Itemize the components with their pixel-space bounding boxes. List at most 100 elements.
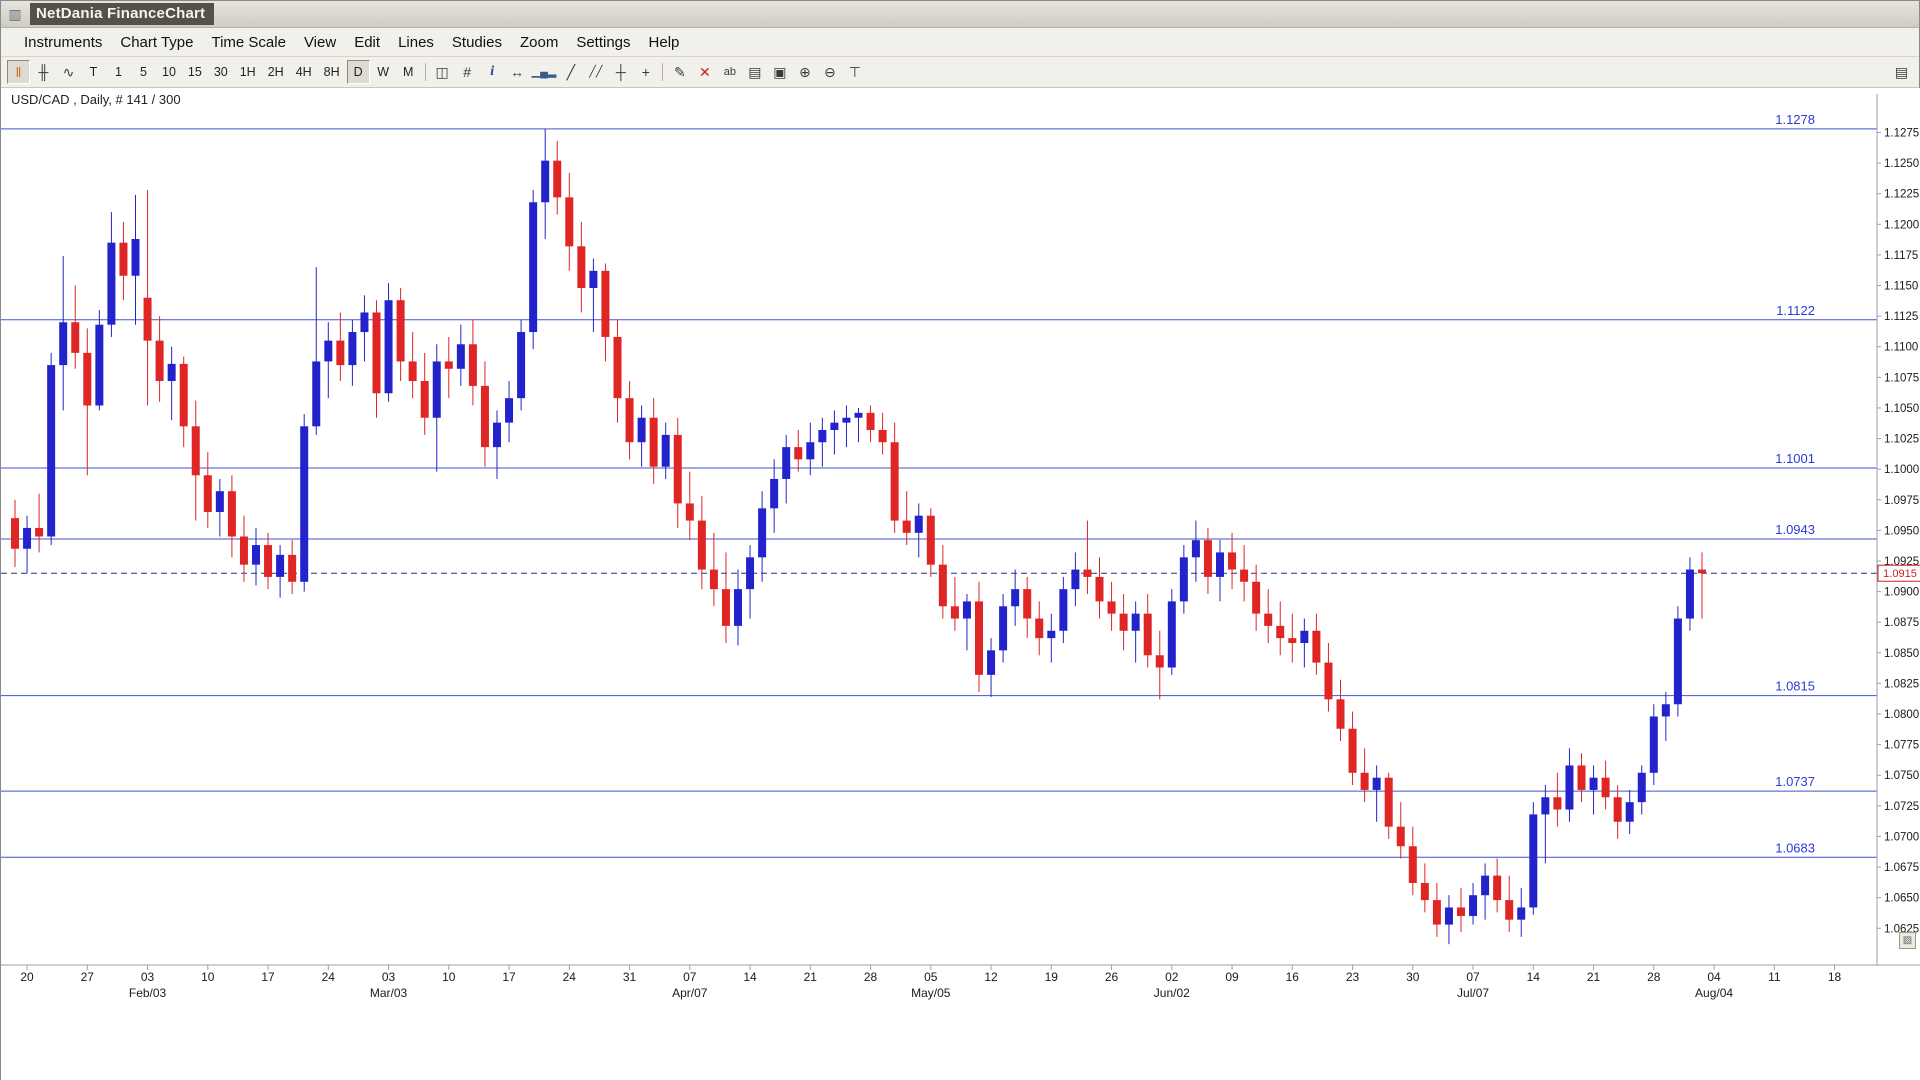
candle-body	[276, 554, 285, 577]
candle-body	[95, 324, 104, 406]
candle-body	[1420, 882, 1429, 901]
candle-body	[1228, 552, 1237, 570]
menu-chart-type[interactable]: Chart Type	[120, 33, 194, 51]
price-tick-label: 1.0800	[1884, 709, 1919, 721]
axis-scale-icon[interactable]: ⊤	[848, 64, 861, 80]
candle-body	[1444, 907, 1453, 925]
candle-body	[854, 412, 863, 418]
price-tick-label: 1.1025	[1884, 434, 1919, 446]
candle-body	[1011, 589, 1020, 607]
menu-zoom[interactable]: Zoom	[519, 33, 559, 51]
timeframe-1h[interactable]: 1H	[239, 64, 256, 79]
candle-body	[143, 297, 152, 341]
corner-logo-icon[interactable]: ▨	[1899, 932, 1916, 949]
volume-icon[interactable]: ▁▄▂	[531, 65, 557, 78]
candle-body	[227, 491, 236, 537]
candle-body	[1625, 802, 1634, 822]
candle-body	[637, 417, 646, 443]
candle-body	[408, 361, 417, 382]
candle-body	[312, 361, 321, 427]
price-tick-label: 1.0825	[1884, 678, 1919, 690]
text-note-icon[interactable]: ab	[723, 65, 736, 78]
timeframe-5min[interactable]: 5	[140, 64, 147, 79]
delete-drawings-icon[interactable]: ✕	[699, 64, 711, 80]
crosshair-icon[interactable]: +	[641, 64, 650, 80]
line-style-icon[interactable]: ∿	[62, 64, 75, 80]
level-lines[interactable]: 1.1278 1.1122 1.1001 1.0943 1.0815 1.0737 1.06…	[1, 112, 1877, 858]
timeframe-daily[interactable]: D	[346, 60, 370, 84]
candle-body	[1553, 797, 1562, 810]
time-axis[interactable]: 20 27 03 10 17 24 03 10 17 24 31 07 14 21 28 05 12 19 26 02…	[1, 964, 1920, 1000]
trend-channel-icon[interactable]: ╱╱	[589, 65, 603, 78]
trendline-icon[interactable]: ╱	[566, 64, 576, 80]
tick-bars-icon[interactable]: ‖	[7, 60, 30, 84]
week-tick-label: 10	[201, 970, 215, 984]
menu-instruments[interactable]: Instruments	[24, 33, 103, 51]
timeframe-weekly[interactable]: W	[377, 64, 390, 79]
zoom-in-icon[interactable]: ⊕	[799, 64, 811, 80]
candles[interactable]	[11, 128, 1706, 945]
week-tick-label: 09	[1225, 970, 1239, 984]
candle-body	[1565, 765, 1574, 810]
timeframe-15min[interactable]: 15	[187, 64, 202, 79]
menu-time-scale[interactable]: Time Scale	[211, 33, 286, 51]
horizontal-line-icon[interactable]: ┼	[615, 64, 626, 80]
candle-body	[203, 475, 212, 513]
expand-horizontal-icon[interactable]: ↔	[510, 64, 525, 80]
price-tick-label: 1.1125	[1884, 311, 1918, 323]
candle-body	[697, 520, 706, 570]
candle-body	[890, 442, 899, 521]
candle-body	[1059, 589, 1068, 631]
split-view-icon[interactable]: ◫	[435, 64, 449, 80]
price-tick-label: 1.1225	[1884, 189, 1919, 201]
info-icon[interactable]: i	[490, 64, 495, 79]
menu-view[interactable]: View	[303, 33, 337, 51]
month-label: Mar/03	[370, 986, 408, 1000]
candle-body	[1119, 613, 1128, 631]
grid-icon[interactable]: #	[463, 64, 472, 80]
candle-body	[1505, 900, 1514, 920]
candle-body	[1637, 772, 1646, 803]
candle-body	[601, 270, 610, 337]
candle-body	[119, 242, 128, 276]
timeframe-30min[interactable]: 30	[213, 64, 228, 79]
freehand-draw-icon[interactable]: ✎	[674, 64, 686, 80]
candle-body	[1673, 618, 1682, 705]
candle-body	[71, 322, 80, 353]
timeframe-4h[interactable]: 4H	[295, 64, 312, 79]
properties-panel-icon[interactable]: ▤	[1894, 64, 1909, 80]
menu-help[interactable]: Help	[648, 33, 680, 51]
candle-body	[782, 447, 791, 479]
price-axis[interactable]: 1.06251.06501.06751.07001.07251.07501.07…	[1876, 94, 1919, 965]
candle-body	[1155, 655, 1164, 668]
print-preview-icon[interactable]: ▣	[773, 64, 787, 80]
week-tick-label: 24	[563, 970, 577, 984]
timeframe-10min[interactable]: 10	[162, 64, 176, 79]
timeframe-monthly[interactable]: M	[402, 64, 414, 79]
candle-body	[794, 447, 803, 460]
timeframe-tick[interactable]: T	[89, 64, 98, 79]
candle-body	[191, 426, 200, 476]
print-icon[interactable]: ▤	[748, 64, 762, 80]
level-label: 1.0943	[1775, 522, 1815, 537]
chart-canvas[interactable]: 1.1278 1.1122 1.1001 1.0943 1.0815 1.0737 1.06…	[1, 88, 1920, 1080]
candlestick-style-icon[interactable]: ╫	[38, 64, 49, 80]
timeframe-2h[interactable]: 2H	[267, 64, 284, 79]
candle-body	[1661, 704, 1670, 717]
candle-body	[1529, 814, 1538, 908]
month-label: Jul/07	[1457, 986, 1489, 1000]
timeframe-1min[interactable]: 1	[115, 64, 122, 79]
menu-edit[interactable]: Edit	[354, 33, 381, 51]
title-bar: ▥ NetDania FinanceChart	[1, 1, 1919, 28]
menu-settings[interactable]: Settings	[576, 33, 631, 51]
app-logo-icon: ▥	[8, 5, 22, 22]
candle-body	[11, 518, 19, 549]
candle-body	[1589, 777, 1598, 790]
timeframe-8h[interactable]: 8H	[323, 64, 340, 79]
candle-body	[493, 422, 501, 448]
candle-body	[926, 515, 935, 565]
menu-lines[interactable]: Lines	[398, 33, 434, 51]
menu-studies[interactable]: Studies	[451, 33, 502, 51]
zoom-out-icon[interactable]: ⊖	[824, 64, 836, 80]
price-tick-label: 1.1150	[1884, 281, 1918, 293]
